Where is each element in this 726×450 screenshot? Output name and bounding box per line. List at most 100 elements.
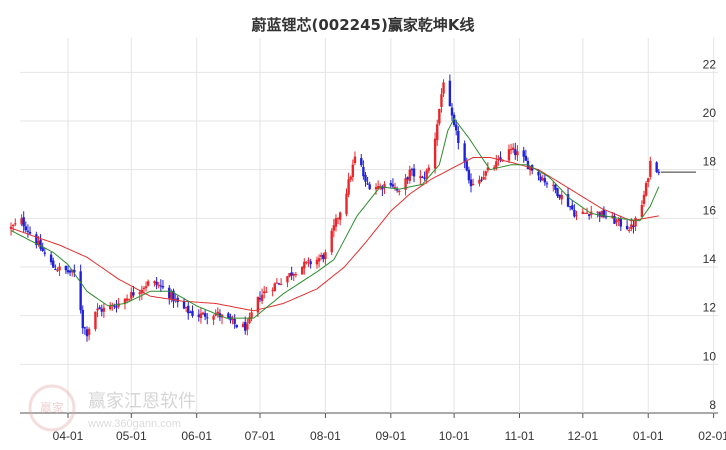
candle-body [509, 148, 513, 151]
candle-body [315, 259, 319, 265]
candle-body [43, 252, 46, 254]
y-tick-label: 10 [703, 349, 717, 363]
candle-body [480, 179, 483, 181]
candle-body [20, 218, 23, 225]
candle-body [440, 94, 443, 108]
candle-body [338, 212, 342, 220]
candle-body [619, 218, 622, 227]
candle-body [248, 317, 251, 324]
candle-body [203, 313, 207, 317]
candle-body [309, 261, 312, 265]
x-tick-label: 04-01 [53, 429, 84, 443]
candle-body [317, 258, 321, 262]
candle-body [442, 82, 445, 94]
candle-body [455, 124, 458, 131]
candle-body [398, 191, 401, 193]
candle-body [649, 160, 652, 177]
candle-body [353, 156, 357, 164]
candle-body [233, 318, 236, 324]
candle-body [191, 310, 194, 316]
candle-body [543, 178, 547, 183]
x-tick-label: 09-01 [375, 429, 406, 443]
candle-body [231, 318, 234, 320]
candle-body [263, 291, 266, 294]
candle-body [598, 212, 601, 217]
candle-body [600, 210, 604, 218]
candle-body [37, 241, 40, 246]
candle-body [507, 149, 511, 161]
candle-body [138, 292, 141, 295]
candle-body [227, 313, 230, 319]
candle-body [351, 164, 355, 177]
candle-body [560, 194, 563, 200]
candle-body [142, 288, 146, 290]
candle-body [433, 138, 437, 169]
candle-body [56, 270, 59, 272]
candle-body [448, 80, 452, 107]
candle-body [292, 273, 295, 276]
candle-body [216, 311, 220, 314]
candle-body [647, 178, 650, 183]
candle-body [26, 230, 30, 232]
candle-body [604, 216, 608, 218]
candle-body [482, 177, 485, 180]
candle-body [611, 215, 614, 217]
candle-body [554, 184, 557, 190]
candle-body [552, 184, 555, 186]
candle-body [28, 232, 32, 234]
candle-body [170, 292, 173, 300]
candle-body [632, 225, 635, 228]
candle-body [486, 167, 490, 171]
y-tick-label: 20 [703, 106, 717, 120]
candle-body [113, 305, 116, 307]
candle-body [81, 309, 84, 329]
candle-body [14, 223, 17, 225]
candle-body [408, 169, 412, 181]
watermark-url: www.360gann.com [87, 418, 181, 430]
candle-body [322, 254, 325, 260]
x-tick-label: 08-01 [310, 429, 341, 443]
x-tick-label: 10-01 [439, 429, 470, 443]
candle-body [556, 188, 559, 197]
candle-body [421, 176, 424, 178]
candle-body [41, 247, 44, 252]
candle-body [336, 218, 340, 220]
candle-body [419, 176, 422, 179]
candle-body [35, 234, 38, 245]
candle-body [288, 273, 291, 277]
candle-body [427, 167, 430, 171]
candle-body [332, 225, 336, 231]
candle-body [294, 274, 298, 276]
candle-body [199, 313, 203, 319]
candle-body [406, 177, 409, 180]
y-tick-label: 16 [703, 203, 717, 217]
candle-body [640, 204, 644, 217]
x-tick-label: 05-01 [116, 429, 147, 443]
x-tick-label: 01-01 [633, 429, 664, 443]
candle-body [410, 169, 414, 171]
candle-body [127, 299, 131, 301]
y-tick-label: 14 [703, 252, 717, 266]
candlestick-series [9, 74, 660, 342]
candle-body [96, 308, 99, 311]
candle-body [279, 283, 283, 285]
candle-body [258, 298, 262, 300]
candle-body [182, 301, 186, 309]
candle-body [157, 284, 160, 286]
candle-body [617, 219, 620, 221]
candle-body [73, 269, 76, 273]
candle-body [587, 214, 591, 216]
candle-body [425, 170, 428, 180]
ma-fast-line [10, 117, 660, 319]
candle-body [330, 230, 333, 253]
candle-body [465, 161, 468, 171]
candle-body [438, 108, 441, 124]
candle-body [256, 296, 260, 313]
watermark-text: 赢家江恩软件 [88, 390, 196, 412]
x-tick-label: 12-01 [567, 429, 598, 443]
candle-body [214, 313, 217, 316]
candle-body [159, 285, 163, 287]
x-axis: 04-01 05-01 06-01 07-01 08-01 09-01 10-01 11-01… [53, 413, 726, 443]
candle-body [132, 292, 135, 296]
